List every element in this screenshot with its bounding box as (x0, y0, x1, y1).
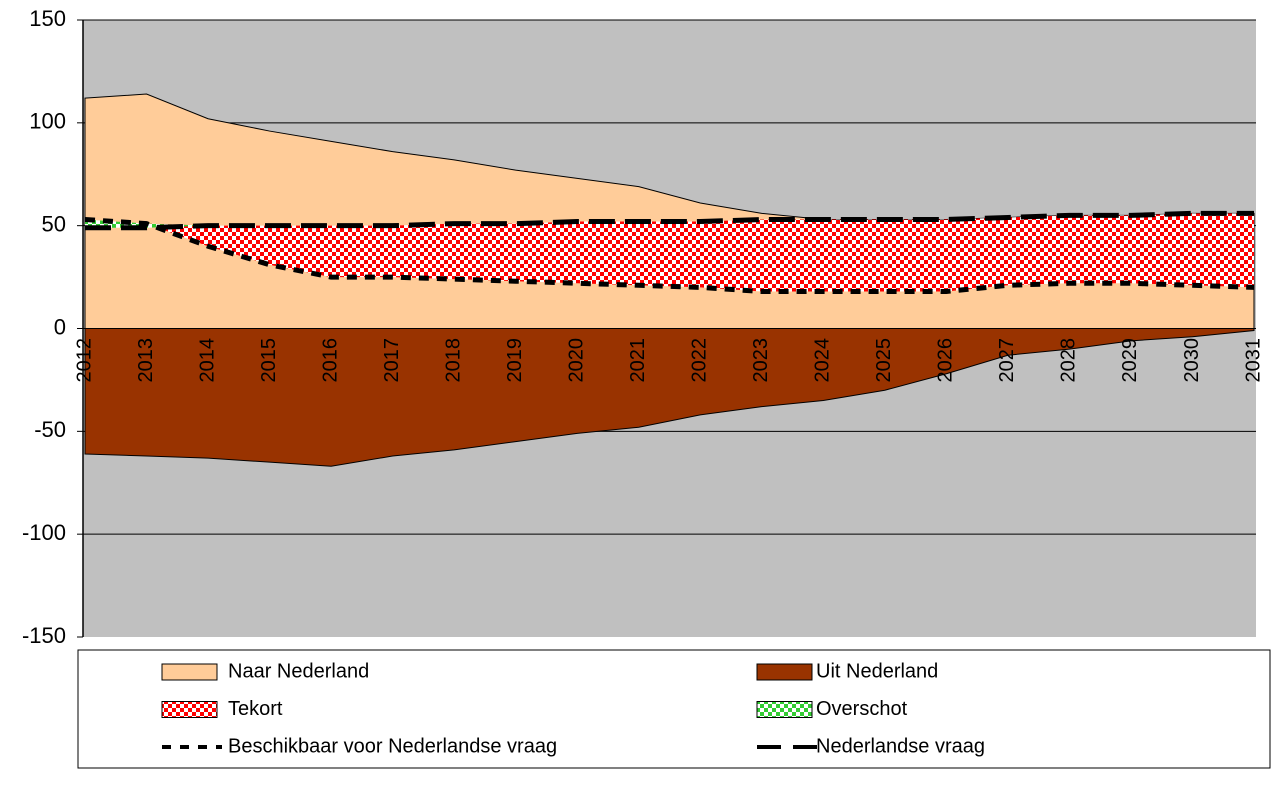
x-tick-label: 2013 (135, 338, 157, 383)
legend-label: Nederlandse vraag (816, 735, 985, 757)
x-tick-label: 2022 (689, 338, 711, 383)
x-tick-label: 2020 (565, 338, 587, 383)
legend-swatch (756, 663, 813, 681)
y-tick-label: 0 (54, 314, 66, 339)
legend-swatch (161, 663, 218, 681)
x-tick-label: 2019 (504, 338, 526, 383)
legend-label: Beschikbaar voor Nederlandse vraag (228, 735, 557, 757)
y-tick-label: -100 (22, 520, 66, 545)
line (85, 210, 1254, 231)
y-tick-label: 100 (29, 109, 66, 134)
line (84, 217, 1255, 294)
x-tick-label: 2031 (1242, 338, 1264, 383)
x-tick-label: 2018 (442, 338, 464, 383)
legend-label: Naar Nederland (228, 660, 369, 682)
x-tick-label: 2030 (1181, 338, 1203, 383)
x-tick-label: 2014 (196, 338, 218, 383)
x-tick-label: 2025 (873, 338, 895, 383)
x-tick-label: 2024 (812, 338, 834, 383)
y-tick-label: 50 (42, 211, 66, 236)
x-tick-label: 2023 (750, 338, 772, 383)
pattern-area (85, 213, 1254, 292)
legend-swatch (756, 701, 813, 718)
x-tick-label: 2016 (319, 338, 341, 383)
x-tick-label: 2026 (935, 338, 957, 383)
y-tick-label: -50 (34, 417, 66, 442)
legend-label: Uit Nederland (816, 660, 938, 682)
legend-label: Overschot (816, 698, 908, 720)
x-tick-label: 2021 (627, 338, 649, 383)
x-tick-label: 2028 (1058, 338, 1080, 383)
x-tick-label: 2012 (73, 338, 95, 383)
x-tick-label: 2015 (258, 338, 280, 383)
y-tick-label: 150 (29, 6, 66, 31)
legend-label: Tekort (228, 698, 283, 720)
area (84, 328, 1255, 467)
x-tick-label: 2029 (1119, 338, 1141, 383)
x-tick-label: 2017 (381, 338, 403, 383)
x-tick-label: 2027 (996, 338, 1018, 383)
legend-box (77, 649, 1271, 769)
legend-swatch (161, 701, 218, 718)
y-tick-label: -150 (22, 623, 66, 648)
